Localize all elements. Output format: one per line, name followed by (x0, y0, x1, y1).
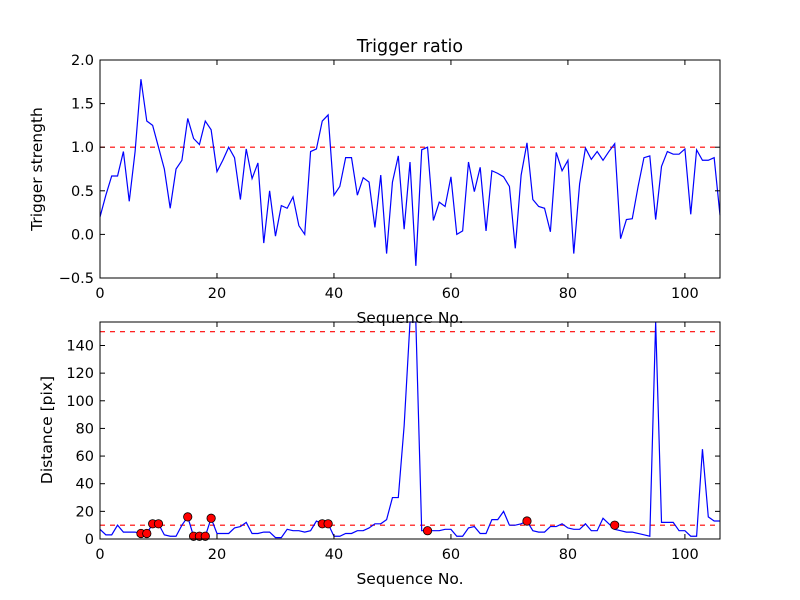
trigger-marker (200, 531, 210, 541)
y-tick-label: 0 (85, 532, 94, 548)
trigger-marker (422, 526, 433, 536)
trigger-ratio-panel: Trigger ratio 0 20 40 60 80 100 −0.5 0.0 0.5 1.0… (28, 37, 721, 327)
y-axis-label: Distance [pix] (38, 376, 56, 484)
series-lines (99, 79, 721, 266)
y-tick-label: 80 (76, 421, 94, 437)
trigger-marker (610, 520, 620, 530)
y-tick-label: −0.5 (59, 271, 94, 287)
y-tick-label: 60 (76, 449, 94, 465)
distance-panel: 0 20 40 60 80 100 0 20 40 60 80 100 120 140 Sequence… (38, 321, 721, 588)
x-tick-label: 0 (95, 286, 104, 302)
x-tick-label: 40 (325, 286, 343, 302)
y-axis: −0.5 0.0 0.5 1.0 1.5 2.0 (59, 53, 720, 287)
y-tick-label: 140 (66, 338, 94, 354)
x-axis-label: Sequence No. (356, 570, 463, 588)
y-tick-label: 20 (76, 504, 94, 520)
y-tick-label: 0.0 (71, 227, 94, 243)
y-tick-label: 40 (76, 477, 94, 493)
x-axis: 0 20 40 60 80 100 (95, 322, 699, 563)
x-tick-label: 100 (671, 547, 699, 563)
chart-title: Trigger ratio (356, 37, 463, 57)
y-tick-label: 2.0 (71, 53, 94, 69)
x-tick-label: 0 (95, 547, 104, 563)
plot-frame (99, 321, 721, 540)
series-markers (136, 512, 620, 541)
x-axis: 0 20 40 60 80 100 (95, 60, 699, 302)
trigger-marker (183, 512, 193, 522)
y-tick-label: 100 (66, 394, 94, 410)
y-axis: 0 20 40 60 80 100 120 140 (66, 338, 720, 548)
trigger-marker (153, 519, 164, 529)
y-axis-label: Trigger strength (28, 107, 46, 232)
x-tick-label: 60 (442, 547, 460, 563)
y-tick-label: 1.0 (71, 140, 94, 156)
trigger-marker (206, 513, 216, 523)
data-line (99, 79, 721, 266)
trigger-marker (522, 516, 532, 526)
x-tick-label: 20 (208, 547, 226, 563)
trigger-marker (142, 528, 152, 539)
y-tick-label: 0.5 (71, 184, 94, 200)
x-tick-label: 100 (671, 286, 699, 302)
x-tick-label: 20 (208, 286, 226, 302)
plot-frame (99, 59, 721, 279)
y-tick-label: 120 (66, 366, 94, 382)
x-tick-label: 60 (442, 286, 460, 302)
x-tick-label: 80 (559, 547, 577, 563)
y-tick-label: 1.5 (71, 97, 94, 113)
x-tick-label: 80 (559, 286, 577, 302)
trigger-marker (323, 519, 333, 529)
x-tick-label: 40 (325, 547, 343, 563)
